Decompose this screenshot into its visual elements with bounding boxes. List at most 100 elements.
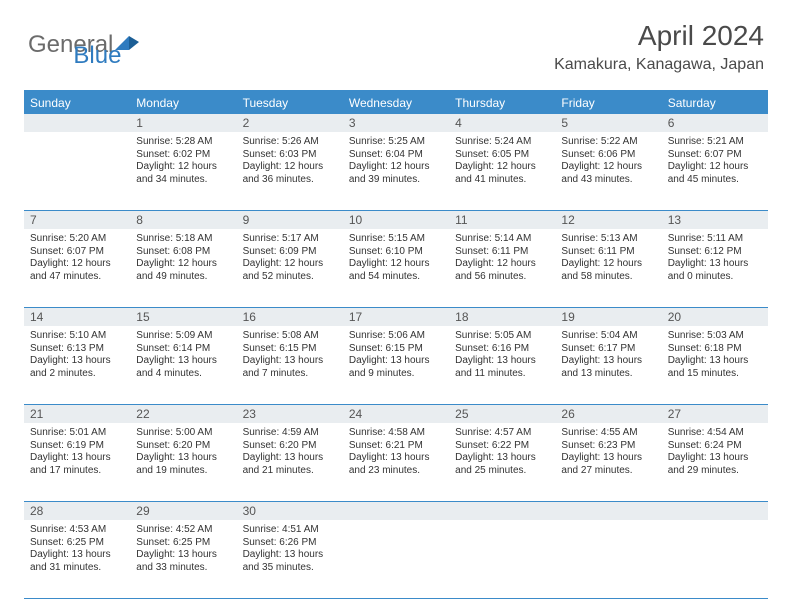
day-number <box>343 502 449 520</box>
day-number: 10 <box>343 211 449 229</box>
day-number: 13 <box>662 211 768 229</box>
sunset: Sunset: 6:19 PM <box>30 440 124 453</box>
dow-mon: Monday <box>130 92 236 114</box>
day-number: 19 <box>555 308 661 326</box>
sunset: Sunset: 6:18 PM <box>668 343 762 356</box>
dow-thu: Thursday <box>449 92 555 114</box>
day-number <box>24 114 130 132</box>
dow-sat: Saturday <box>662 92 768 114</box>
day-cell: Sunrise: 4:59 AMSunset: 6:20 PMDaylight:… <box>237 423 343 501</box>
daynum-row: 123456 <box>24 114 768 132</box>
day-info: Sunrise: 5:25 AMSunset: 6:04 PMDaylight:… <box>347 134 445 186</box>
daylight: Daylight: 13 hours and 17 minutes. <box>30 452 124 477</box>
day-cell: Sunrise: 4:57 AMSunset: 6:22 PMDaylight:… <box>449 423 555 501</box>
sunset: Sunset: 6:24 PM <box>668 440 762 453</box>
day-info: Sunrise: 5:20 AMSunset: 6:07 PMDaylight:… <box>28 231 126 283</box>
day-cell <box>24 132 130 210</box>
sunrise: Sunrise: 5:28 AM <box>136 136 230 149</box>
day-number: 29 <box>130 502 236 520</box>
sunrise: Sunrise: 5:15 AM <box>349 233 443 246</box>
day-cell: Sunrise: 5:00 AMSunset: 6:20 PMDaylight:… <box>130 423 236 501</box>
sunset: Sunset: 6:25 PM <box>30 537 124 550</box>
day-info: Sunrise: 5:21 AMSunset: 6:07 PMDaylight:… <box>666 134 764 186</box>
day-cell <box>449 520 555 598</box>
day-info: Sunrise: 5:11 AMSunset: 6:12 PMDaylight:… <box>666 231 764 283</box>
sunset: Sunset: 6:06 PM <box>561 149 655 162</box>
daylight: Daylight: 13 hours and 11 minutes. <box>455 355 549 380</box>
day-info: Sunrise: 5:01 AMSunset: 6:19 PMDaylight:… <box>28 425 126 477</box>
daylight: Daylight: 13 hours and 35 minutes. <box>243 549 337 574</box>
sunset: Sunset: 6:11 PM <box>455 246 549 259</box>
day-info: Sunrise: 5:22 AMSunset: 6:06 PMDaylight:… <box>559 134 657 186</box>
daylight: Daylight: 13 hours and 29 minutes. <box>668 452 762 477</box>
sunset: Sunset: 6:20 PM <box>243 440 337 453</box>
day-info: Sunrise: 5:05 AMSunset: 6:16 PMDaylight:… <box>453 328 551 380</box>
sunset: Sunset: 6:25 PM <box>136 537 230 550</box>
day-number: 14 <box>24 308 130 326</box>
day-number: 8 <box>130 211 236 229</box>
sunrise: Sunrise: 5:20 AM <box>30 233 124 246</box>
sunset: Sunset: 6:04 PM <box>349 149 443 162</box>
day-number: 28 <box>24 502 130 520</box>
day-number: 3 <box>343 114 449 132</box>
sunset: Sunset: 6:16 PM <box>455 343 549 356</box>
day-cell: Sunrise: 5:26 AMSunset: 6:03 PMDaylight:… <box>237 132 343 210</box>
day-info: Sunrise: 4:55 AMSunset: 6:23 PMDaylight:… <box>559 425 657 477</box>
day-cell: Sunrise: 5:06 AMSunset: 6:15 PMDaylight:… <box>343 326 449 404</box>
day-cell: Sunrise: 5:09 AMSunset: 6:14 PMDaylight:… <box>130 326 236 404</box>
day-info: Sunrise: 5:15 AMSunset: 6:10 PMDaylight:… <box>347 231 445 283</box>
sunrise: Sunrise: 4:55 AM <box>561 427 655 440</box>
sunset: Sunset: 6:15 PM <box>349 343 443 356</box>
sunrise: Sunrise: 5:14 AM <box>455 233 549 246</box>
daylight: Daylight: 12 hours and 43 minutes. <box>561 161 655 186</box>
sunrise: Sunrise: 5:01 AM <box>30 427 124 440</box>
day-number: 5 <box>555 114 661 132</box>
day-cell: Sunrise: 4:55 AMSunset: 6:23 PMDaylight:… <box>555 423 661 501</box>
day-cell: Sunrise: 5:24 AMSunset: 6:05 PMDaylight:… <box>449 132 555 210</box>
day-info: Sunrise: 4:51 AMSunset: 6:26 PMDaylight:… <box>241 522 339 574</box>
day-info: Sunrise: 5:00 AMSunset: 6:20 PMDaylight:… <box>134 425 232 477</box>
day-info: Sunrise: 5:18 AMSunset: 6:08 PMDaylight:… <box>134 231 232 283</box>
day-number: 11 <box>449 211 555 229</box>
day-number: 2 <box>237 114 343 132</box>
day-cell: Sunrise: 5:20 AMSunset: 6:07 PMDaylight:… <box>24 229 130 307</box>
logo-text-2: Blue <box>73 42 121 70</box>
title-block: April 2024 Kamakura, Kanagawa, Japan <box>554 20 764 74</box>
day-number: 15 <box>130 308 236 326</box>
day-number: 12 <box>555 211 661 229</box>
daylight: Daylight: 13 hours and 19 minutes. <box>136 452 230 477</box>
day-cell: Sunrise: 5:25 AMSunset: 6:04 PMDaylight:… <box>343 132 449 210</box>
week-row: Sunrise: 5:20 AMSunset: 6:07 PMDaylight:… <box>24 229 768 308</box>
day-info: Sunrise: 5:08 AMSunset: 6:15 PMDaylight:… <box>241 328 339 380</box>
dow-row: Sunday Monday Tuesday Wednesday Thursday… <box>24 92 768 114</box>
day-cell: Sunrise: 5:14 AMSunset: 6:11 PMDaylight:… <box>449 229 555 307</box>
day-number: 17 <box>343 308 449 326</box>
daylight: Daylight: 12 hours and 39 minutes. <box>349 161 443 186</box>
logo: General Blue <box>28 20 121 70</box>
day-number: 30 <box>237 502 343 520</box>
sunrise: Sunrise: 4:52 AM <box>136 524 230 537</box>
day-number: 21 <box>24 405 130 423</box>
day-cell: Sunrise: 5:15 AMSunset: 6:10 PMDaylight:… <box>343 229 449 307</box>
day-number: 1 <box>130 114 236 132</box>
sunset: Sunset: 6:20 PM <box>136 440 230 453</box>
day-info: Sunrise: 4:57 AMSunset: 6:22 PMDaylight:… <box>453 425 551 477</box>
day-number: 16 <box>237 308 343 326</box>
sunrise: Sunrise: 5:25 AM <box>349 136 443 149</box>
sunset: Sunset: 6:14 PM <box>136 343 230 356</box>
day-info: Sunrise: 4:58 AMSunset: 6:21 PMDaylight:… <box>347 425 445 477</box>
sunset: Sunset: 6:23 PM <box>561 440 655 453</box>
sunset: Sunset: 6:17 PM <box>561 343 655 356</box>
sunset: Sunset: 6:07 PM <box>668 149 762 162</box>
dow-fri: Friday <box>555 92 661 114</box>
day-info: Sunrise: 5:28 AMSunset: 6:02 PMDaylight:… <box>134 134 232 186</box>
day-info: Sunrise: 5:14 AMSunset: 6:11 PMDaylight:… <box>453 231 551 283</box>
day-info: Sunrise: 4:52 AMSunset: 6:25 PMDaylight:… <box>134 522 232 574</box>
sunrise: Sunrise: 5:18 AM <box>136 233 230 246</box>
daynum-row: 21222324252627 <box>24 405 768 423</box>
day-cell: Sunrise: 5:08 AMSunset: 6:15 PMDaylight:… <box>237 326 343 404</box>
header: General Blue April 2024 Kamakura, Kanaga… <box>0 0 792 82</box>
sunrise: Sunrise: 5:26 AM <box>243 136 337 149</box>
day-number: 9 <box>237 211 343 229</box>
day-cell: Sunrise: 4:54 AMSunset: 6:24 PMDaylight:… <box>662 423 768 501</box>
